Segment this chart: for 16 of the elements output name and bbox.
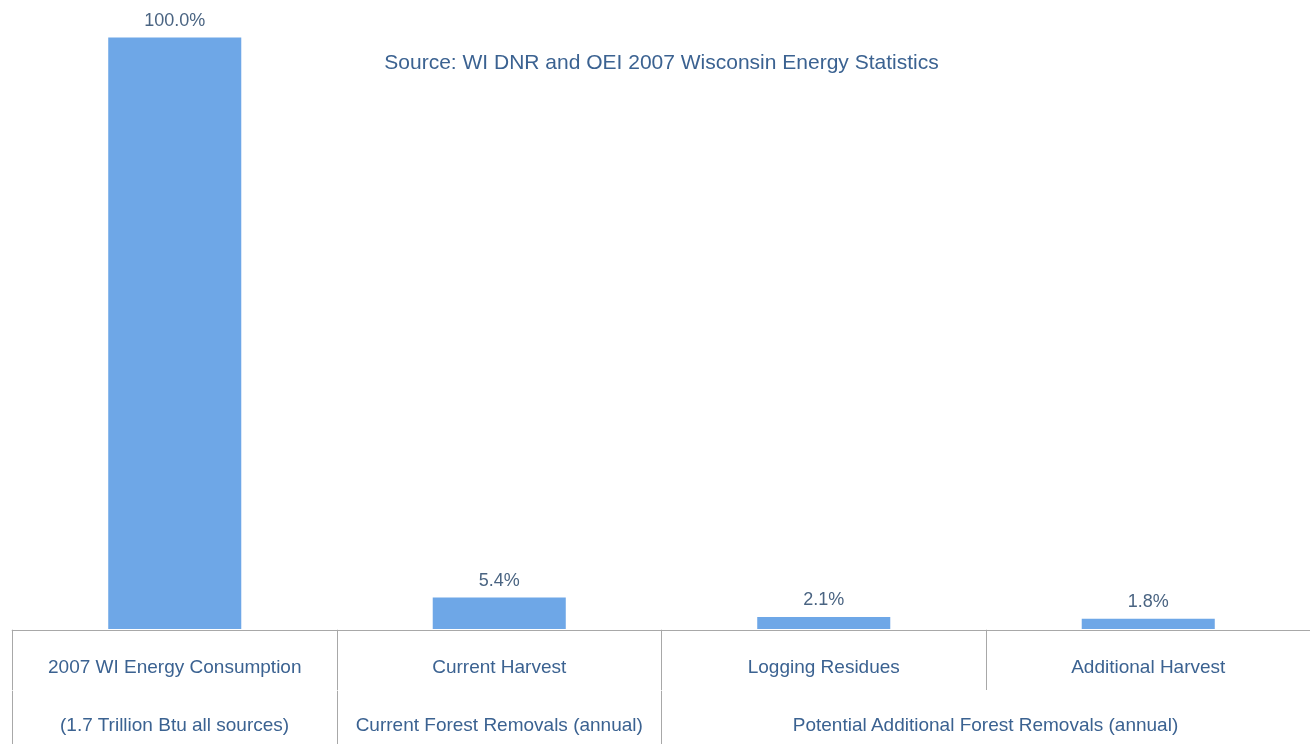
bar: [108, 37, 242, 629]
data-label: 5.4%: [478, 569, 520, 590]
bar: [757, 617, 891, 629]
bar: [1081, 618, 1215, 629]
text: Current Forest Removals (annual): [355, 714, 643, 736]
bar: [432, 597, 566, 629]
x-tick-label: Current Harvest: [432, 656, 568, 677]
text: (1.7 Trillion Btu all sources): [60, 714, 290, 736]
data-label: 2.1%: [803, 589, 845, 610]
x-tick-label: Logging Residues: [747, 656, 900, 677]
x-tick-label: Additional Harvest: [1071, 656, 1227, 677]
annotation: Source: WI DNR and OEI 2007 Wisconsin Energy Statistics: [384, 50, 939, 73]
text: Potential Additional Forest Removals (annual): [792, 714, 1179, 736]
data-label: 1.8%: [1127, 590, 1169, 611]
data-label: 100.0%: [144, 9, 206, 30]
x-tick-label: 2007 WI Energy Consumption: [48, 656, 302, 677]
